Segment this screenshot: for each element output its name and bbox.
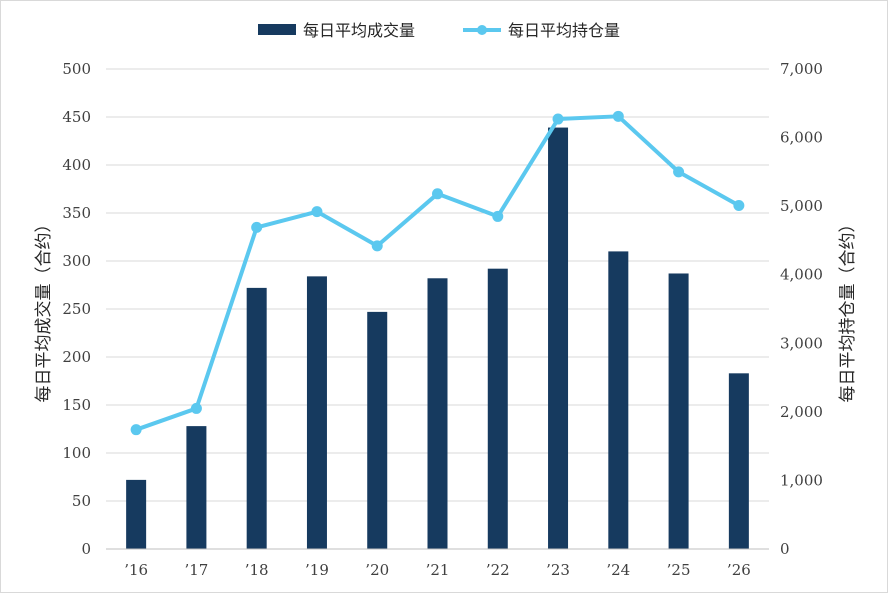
right-tick-label: 5,000 [780,197,823,215]
legend-bar-swatch [258,24,296,35]
legend: 每日平均成交量 每日平均持仓量 [258,21,620,40]
right-tick-label: 4,000 [780,266,823,284]
x-tick-label: ’26 [727,561,751,579]
open-interest-point [733,199,745,211]
left-tick-label: 400 [62,156,91,174]
volume-bar [306,276,327,549]
right-tick-label: 0 [780,540,790,558]
legend-bar-label: 每日平均成交量 [303,21,415,40]
open-interest-point [311,206,323,218]
volume-bar [126,479,147,549]
volume-bar [608,251,629,549]
volume-bar [487,268,508,549]
left-tick-label: 50 [72,492,91,510]
volume-bar [668,273,689,549]
left-axis-title: 每日平均成交量（合约） [34,216,54,403]
x-axis-ticks: ’16 ’17 ’18 ’19 ’20 ’21 ’22 ’23 ’24 ’25 ’26 [106,548,769,579]
left-axis-ticks: 0 50 100 150 200 250 300 350 400 450 500 [62,60,91,558]
open-interest-point [371,240,383,252]
open-interest-point [552,113,564,125]
volume-bar [427,278,448,549]
line-series [130,110,745,436]
volume-bar [548,127,569,549]
legend-line-label: 每日平均持仓量 [508,21,620,40]
open-interest-point [673,166,685,178]
open-interest-point [190,402,202,414]
volume-bar [186,426,207,549]
open-interest-point [130,424,142,436]
x-tick-label: ’20 [365,561,389,579]
x-tick-label: ’19 [305,561,329,579]
x-tick-label: ’18 [245,561,269,579]
right-tick-label: 7,000 [780,60,823,78]
x-tick-label: ’24 [606,561,630,579]
legend-line-marker [477,25,487,35]
left-tick-label: 0 [81,540,91,558]
left-tick-label: 100 [62,444,91,462]
left-tick-label: 200 [62,348,91,366]
left-tick-label: 450 [62,108,91,126]
x-tick-label: ’21 [426,561,450,579]
left-tick-label: 250 [62,300,91,318]
right-tick-label: 2,000 [780,403,823,421]
volume-bar [728,373,749,549]
open-interest-point [251,221,263,233]
left-tick-label: 350 [62,204,91,222]
volume-bar [246,287,267,549]
right-tick-label: 6,000 [780,129,823,147]
right-axis-title: 每日平均持仓量（合约） [838,216,858,403]
x-tick-label: ’17 [184,561,208,579]
bar-series [126,127,749,549]
left-tick-label: 300 [62,252,91,270]
open-interest-point [492,210,504,222]
x-tick-label: ’22 [486,561,510,579]
volume-bar [367,311,388,549]
open-interest-point [612,110,624,122]
left-tick-label: 500 [62,60,91,78]
x-tick-label: ’23 [546,561,570,579]
x-tick-label: ’16 [124,561,148,579]
right-tick-label: 3,000 [780,334,823,352]
right-axis-ticks: 0 1,000 2,000 3,000 4,000 5,000 6,000 7,000 [780,60,823,558]
open-interest-point [432,188,443,200]
right-tick-label: 1,000 [780,471,823,489]
x-tick-label: ’25 [667,561,691,579]
left-tick-label: 150 [62,396,91,414]
